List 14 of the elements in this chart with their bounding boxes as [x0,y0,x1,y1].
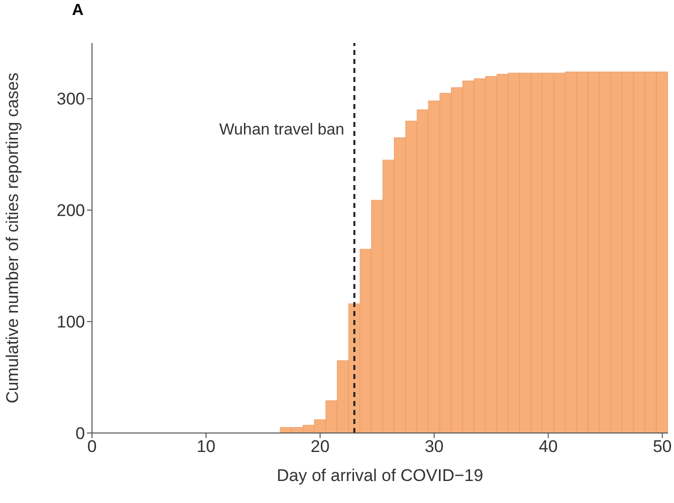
ref-line-label: Wuhan travel ban [219,121,344,138]
y-tick-label: 200 [56,201,85,220]
y-tick-label: 100 [56,312,85,332]
x-axis-title: Day of arrival of COVID−19 [276,466,484,485]
x-tick-label: 0 [87,437,97,456]
x-tick-label: 40 [538,437,558,456]
x-tick-label: 50 [652,437,672,456]
x-tick-label: 30 [424,437,444,456]
chart-title: A [72,2,84,20]
x-tick-label: 20 [310,437,330,456]
x-tick-label: 10 [196,437,216,456]
y-axis-title: Cumulative number of cities reporting cases [3,72,22,404]
y-tick-label: 300 [56,90,85,109]
y-tick-label: 0 [76,424,85,444]
